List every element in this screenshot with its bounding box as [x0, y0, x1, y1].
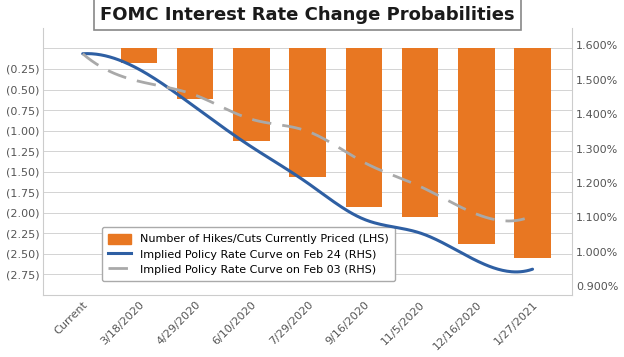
Bar	[458, 49, 495, 244]
Bar	[120, 49, 157, 63]
Bar	[346, 49, 382, 207]
Legend: Number of Hikes/Cuts Currently Priced (LHS), Implied Policy Rate Curve on Feb 24: Number of Hikes/Cuts Currently Priced (L…	[102, 227, 395, 281]
Bar	[177, 49, 213, 99]
Bar	[402, 49, 438, 217]
Bar	[514, 49, 551, 258]
Bar	[290, 49, 326, 177]
Title: FOMC Interest Rate Change Probabilities: FOMC Interest Rate Change Probabilities	[100, 6, 515, 24]
Bar	[233, 49, 270, 141]
